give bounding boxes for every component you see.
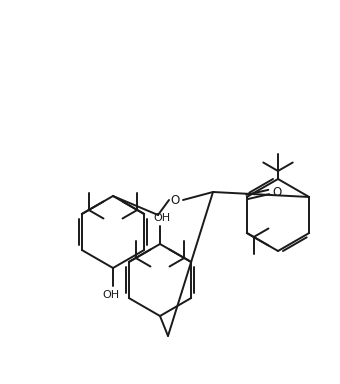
Text: O: O [272,185,282,199]
Text: OH: OH [102,290,120,300]
Text: O: O [170,195,180,207]
Text: OH: OH [153,213,171,223]
